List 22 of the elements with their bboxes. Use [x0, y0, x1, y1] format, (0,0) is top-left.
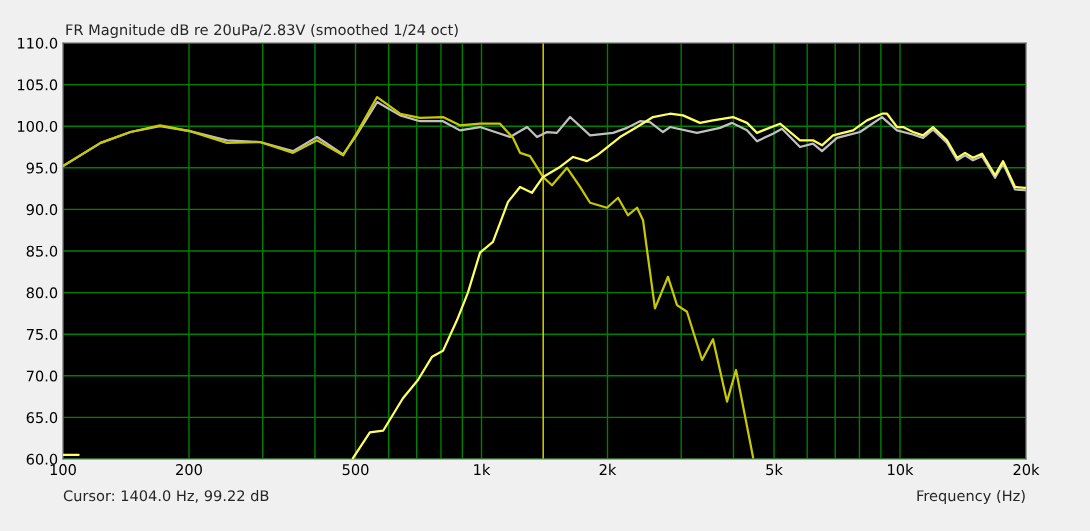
- x-tick-label: 100: [50, 464, 76, 476]
- y-tick-label: 85.0: [26, 245, 58, 257]
- y-tick-label: 80.0: [26, 287, 58, 299]
- x-tick-label: 1k: [474, 463, 491, 475]
- x-axis-title: Frequency (Hz): [917, 489, 1025, 505]
- x-tick-label: 200: [176, 464, 202, 476]
- x-tick-label: 2k: [599, 463, 617, 475]
- y-tick-label: 90.0: [26, 204, 58, 216]
- chart-title: FR Magnitude dB re 20uPa/2.83V (smoothed 1/24 oct): [66, 23, 458, 39]
- y-tick-label: 105.0: [17, 79, 58, 91]
- y-tick-label: 70.0: [26, 370, 58, 382]
- x-tick-label: 20k: [1013, 463, 1040, 476]
- y-tick-label: 100.0: [17, 120, 58, 132]
- y-tick-label: 95.0: [26, 162, 58, 174]
- y-tick-label: 75.0: [26, 328, 58, 340]
- x-tick-label: 10k: [888, 463, 914, 476]
- text: Cursor: 1404.0 Hz, 99.22 dB: [63, 489, 269, 503]
- y-tick-label: 110.0: [17, 37, 58, 49]
- y-tick-label: 65.0: [26, 412, 58, 424]
- x-tick-label: 5k: [766, 463, 783, 476]
- x-tick-label: 500: [342, 464, 369, 476]
- y-tick-label: 60.0: [26, 453, 58, 465]
